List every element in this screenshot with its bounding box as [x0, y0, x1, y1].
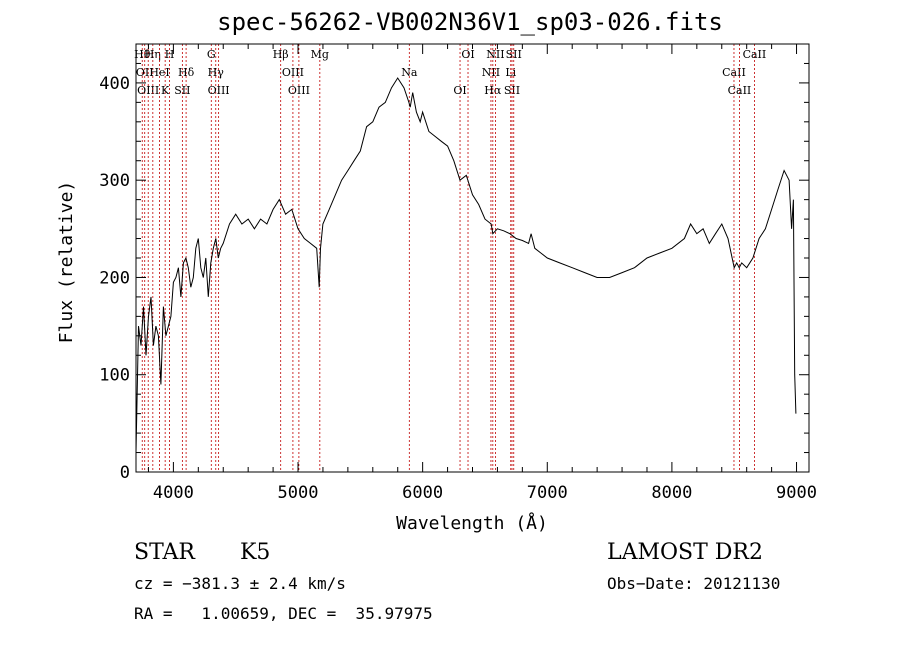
y-tick-label: 100: [99, 366, 130, 386]
line-label: Li: [505, 66, 516, 79]
line-label: SII: [506, 48, 522, 61]
line-label: SII: [504, 84, 520, 97]
line-label: NII: [486, 48, 504, 61]
y-tick-label: 300: [99, 171, 130, 191]
spectral-line-markers: Hθ OII OIII Hη HeI K HHδ SII G Hγ OIII Hβ OIII OIII Mg…: [134, 44, 766, 472]
object-subclass: K5: [240, 540, 271, 565]
line-label: NII: [482, 66, 500, 79]
coordinates: RA = 1.00659, DEC = 35.97975: [134, 604, 433, 623]
line-label: Hθ: [134, 48, 151, 61]
line-label: Hη: [145, 48, 161, 61]
x-tick-label: 4000: [153, 483, 194, 503]
line-label: Hδ: [178, 66, 195, 79]
line-label: OIII: [208, 84, 230, 97]
line-label: OI: [453, 84, 466, 97]
y-tick-label: 0: [120, 463, 130, 483]
object-class: STAR: [134, 540, 195, 565]
survey-name: LAMOST DR2: [607, 540, 763, 565]
x-tick-label: 8000: [651, 483, 692, 503]
line-label: CaII: [728, 84, 752, 97]
line-label: CaII: [722, 66, 746, 79]
line-label: OII: [136, 66, 154, 79]
line-label: CaII: [743, 48, 767, 61]
line-label: OIII: [282, 66, 304, 79]
line-label: Hβ: [273, 48, 289, 61]
y-tick-label: 200: [99, 268, 130, 288]
line-label: H: [165, 48, 175, 61]
line-label: OI: [461, 48, 474, 61]
line-label: Na: [401, 66, 418, 79]
plot-frame: [135, 43, 810, 473]
x-axis-label: Wavelength (Å): [396, 512, 548, 534]
x-tick-label: 6000: [402, 483, 443, 503]
line-label: G: [207, 48, 216, 61]
line-label: SII: [174, 84, 190, 97]
line-label: Hα: [484, 84, 502, 97]
line-label: OIII: [137, 84, 159, 97]
line-label: Hγ: [208, 66, 225, 79]
chart-title: spec-56262-VB002N36V1_sp03-026.fits: [217, 8, 723, 36]
x-tick-label: 7000: [527, 483, 568, 503]
axis-ticks: 4000 5000 6000 7000 8000 9000 0 100 200 300 400: [99, 44, 817, 503]
spectrum-line: [135, 77, 797, 453]
x-tick-label: 9000: [776, 483, 817, 503]
line-label: K: [161, 84, 170, 97]
line-label: Mg: [311, 48, 329, 61]
obs-date: Obs−Date: 20121130: [607, 574, 781, 593]
y-tick-label: 400: [99, 74, 130, 94]
x-tick-label: 5000: [278, 483, 319, 503]
redshift-readout: cz = −381.3 ± 2.4 km/s: [134, 574, 346, 593]
line-label: HeI: [149, 66, 169, 79]
y-axis-label: Flux (relative): [56, 181, 77, 344]
line-label: OIII: [288, 84, 310, 97]
